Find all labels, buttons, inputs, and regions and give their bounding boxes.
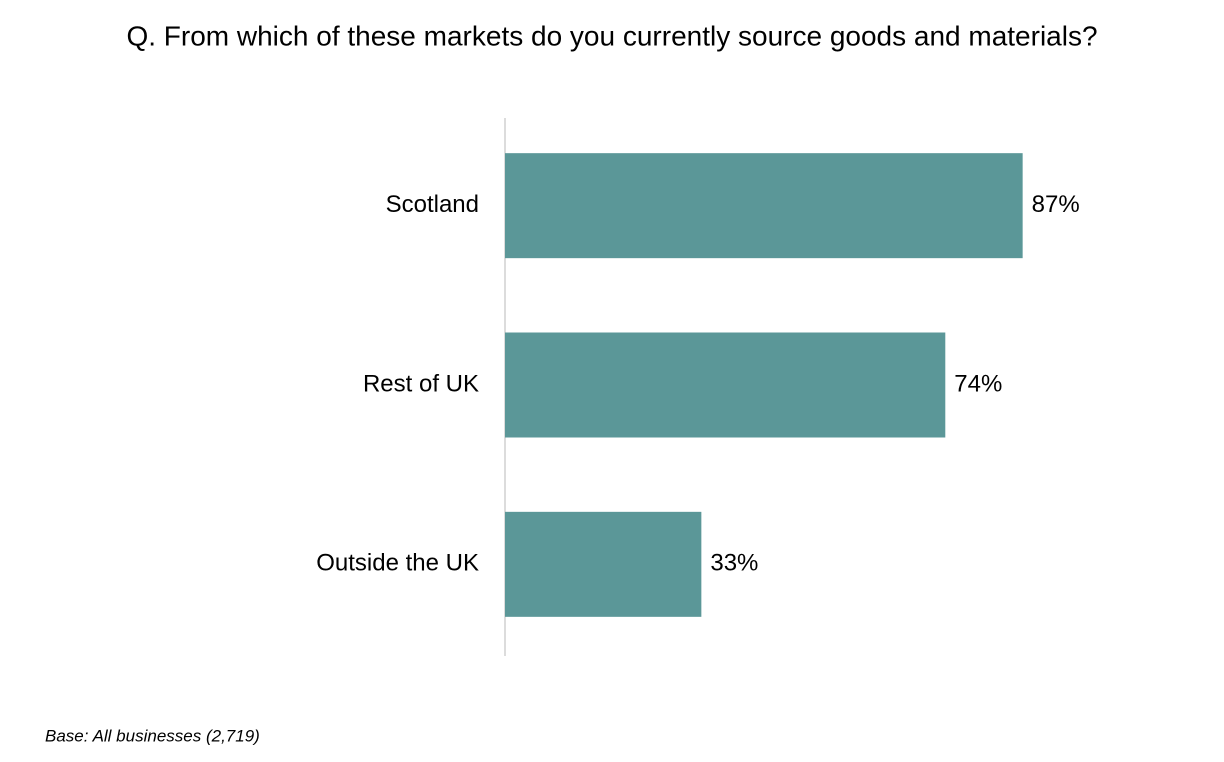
value-label: 87% — [1032, 191, 1080, 218]
value-label: 74% — [954, 370, 1002, 397]
bar — [505, 153, 1023, 259]
bar — [505, 332, 946, 438]
y-tick-label: Rest of UK — [363, 370, 479, 397]
footnote: Base: All businesses (2,719) — [45, 726, 260, 745]
value-label: 33% — [710, 550, 758, 577]
bar — [505, 511, 702, 617]
y-tick-label: Scotland — [386, 191, 479, 218]
y-tick-label: Outside the UK — [316, 550, 479, 577]
chart-title: Q. From which of these markets do you cu… — [126, 20, 1097, 51]
